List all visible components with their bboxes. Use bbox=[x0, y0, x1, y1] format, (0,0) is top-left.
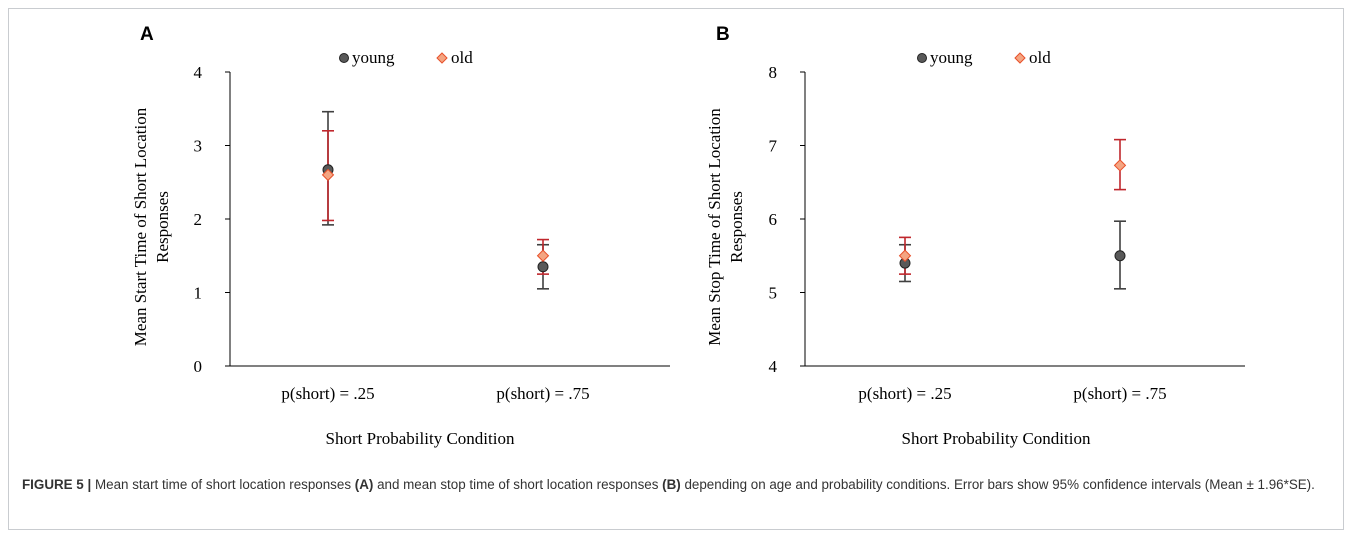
y-tick-label: 2 bbox=[194, 210, 203, 229]
x-tick-label: p(short) = .75 bbox=[1073, 384, 1166, 403]
legend-marker-young bbox=[339, 53, 349, 63]
chart-panel-a: A 0 1 2 3 4 p(short) = .25 p(short) = .75 Short … bbox=[131, 24, 670, 448]
figure-label-separator: | bbox=[87, 477, 92, 492]
caption-text: Mean start time of short location respon… bbox=[95, 477, 1315, 492]
x-tick-label: p(short) = .25 bbox=[858, 384, 951, 403]
data-point-old bbox=[321, 168, 335, 182]
x-tick-label: p(short) = .75 bbox=[496, 384, 589, 403]
legend-label: old bbox=[1029, 48, 1051, 67]
x-axis-title: Short Probability Condition bbox=[902, 429, 1091, 448]
caption-part: depending on age and probability conditi… bbox=[680, 477, 1315, 492]
y-tick-label: 3 bbox=[194, 137, 203, 156]
caption-part: (A) bbox=[354, 477, 374, 492]
caption-part: Mean start time of short location respon… bbox=[94, 477, 355, 492]
chart-panel-b: B 4 5 6 7 8 p(short) = .25 p(short) = .75 Short … bbox=[705, 24, 1245, 448]
figure-frame bbox=[8, 8, 1344, 530]
panel-label: B bbox=[716, 24, 730, 45]
caption-part: (B) bbox=[662, 477, 681, 492]
legend: young old bbox=[339, 48, 473, 67]
y-tick-label: 4 bbox=[194, 63, 203, 82]
legend-label: young bbox=[930, 48, 973, 67]
data-point-old bbox=[1113, 159, 1127, 172]
legend-marker-young bbox=[917, 53, 927, 63]
y-axis-title: Mean Stop Time of Short Location Response… bbox=[705, 108, 746, 346]
figure-charts: A 0 1 2 3 4 p(short) = .25 p(short) = .75 Short … bbox=[131, 24, 1245, 448]
y-tick-label: 7 bbox=[769, 137, 778, 156]
legend-marker-old bbox=[436, 52, 448, 64]
y-axis-title-line: Mean Start Time of Short Location bbox=[131, 107, 150, 346]
x-axis-title: Short Probability Condition bbox=[326, 429, 515, 448]
data-point-young bbox=[537, 261, 549, 273]
y-axis-title-line: Responses bbox=[153, 191, 172, 263]
caption-part: and mean stop time of short location res… bbox=[373, 477, 663, 492]
figure-label: FIGURE 5 bbox=[22, 477, 84, 492]
y-axis-title: Mean Start Time of Short Location Respons… bbox=[131, 107, 172, 346]
legend-label: young bbox=[352, 48, 395, 67]
legend: young old bbox=[917, 48, 1051, 67]
y-axis-title-line: Responses bbox=[727, 191, 746, 263]
y-tick-label: 6 bbox=[769, 210, 778, 229]
y-tick-label: 1 bbox=[194, 284, 203, 303]
panel-label: A bbox=[140, 24, 154, 45]
data-point-old bbox=[536, 249, 550, 262]
legend-label: old bbox=[451, 48, 473, 67]
legend-marker-old bbox=[1014, 52, 1026, 64]
x-tick-label: p(short) = .25 bbox=[281, 384, 374, 403]
data-point-young bbox=[1114, 250, 1126, 262]
y-axis-title-line: Mean Stop Time of Short Location bbox=[705, 108, 724, 346]
y-tick-label: 4 bbox=[769, 357, 778, 376]
data-point-old bbox=[898, 249, 912, 262]
y-tick-label: 5 bbox=[769, 284, 778, 303]
y-tick-label: 0 bbox=[194, 357, 203, 376]
figure-caption: FIGURE 5 | Mean start time of short loca… bbox=[22, 474, 1332, 496]
y-tick-label: 8 bbox=[769, 63, 778, 82]
